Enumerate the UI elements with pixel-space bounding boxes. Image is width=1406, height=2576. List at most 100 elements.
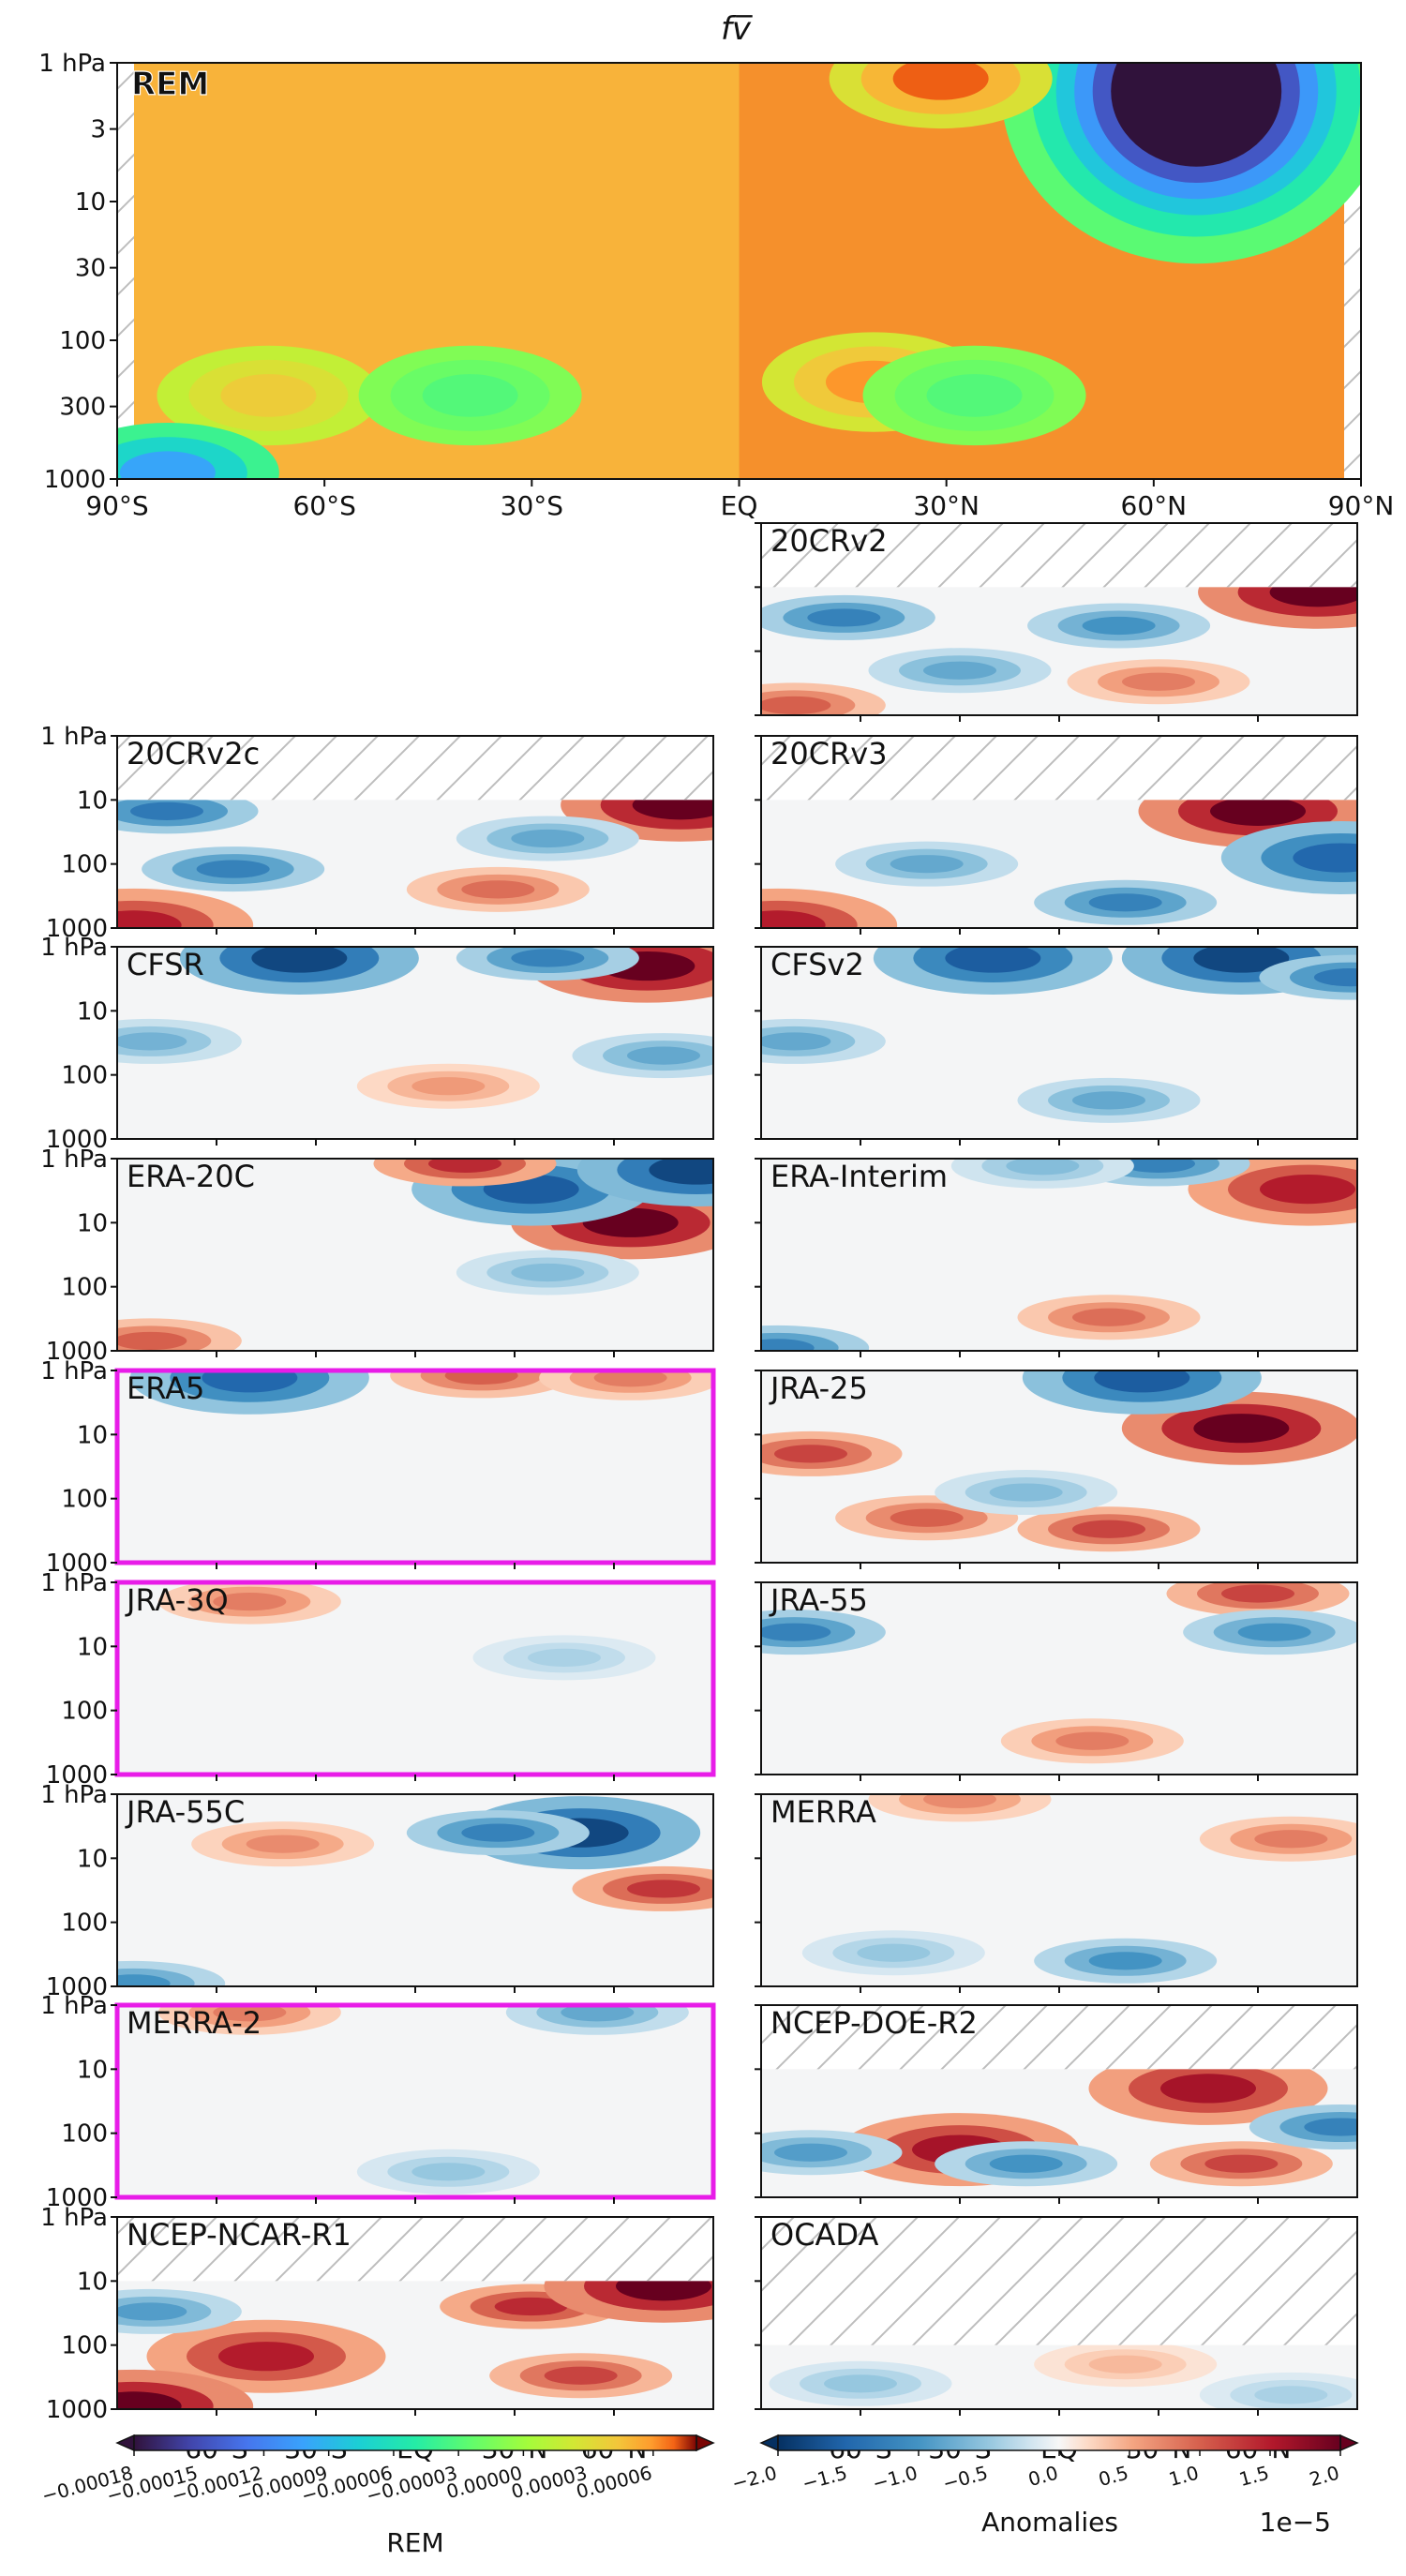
anomaly-contour (945, 947, 1041, 973)
anomalies-colorbar: −2.0 −1.5 −1.0 −0.5 0.0 0.5 1.0 1.5 2.0 Anomalies… (729, 2434, 1359, 2538)
anomaly-contour (461, 1823, 535, 1842)
y-tick-label: 1000 (46, 2396, 108, 2424)
anomaly-field (117, 1159, 713, 1351)
anomaly-contour (627, 1046, 700, 1065)
y-tick-label: 10 (77, 1421, 108, 1449)
colorbar-tick: 1.0 (1166, 2462, 1201, 2491)
rem-x-tick: 90°N (1328, 490, 1395, 521)
panel-20crv2: 20CRv2 (755, 522, 1358, 722)
anomaly-contour (428, 1159, 501, 1174)
panel-label: JRA-25 (769, 1370, 868, 1406)
colorbar-tick: −1.0 (870, 2462, 920, 2495)
panel-era-20c: ERA-20C 1 hPa 10 100 1000 (40, 1146, 714, 1366)
rem-x-tick: 30°N (913, 490, 980, 521)
anomaly-contour (1210, 796, 1306, 826)
panel-label: CFSR (127, 947, 204, 982)
anomaly-field (761, 1159, 1357, 1351)
anomaly-field (157, 1582, 656, 1681)
y-tick-label: 1000 (46, 1550, 108, 1578)
anomaly-contour (1055, 1731, 1129, 1750)
anomaly-contour (761, 910, 826, 928)
anomaly-contour (213, 1592, 287, 1611)
colorbar-gradient (133, 2434, 697, 2451)
y-tick-label: 10 (77, 1845, 108, 1873)
anomaly-contour (1082, 616, 1156, 636)
panel-ncep-doe-r2: NCEP-DOE-R2 (755, 2004, 1358, 2204)
anomaly-contour (202, 1370, 298, 1393)
anomaly-contour (461, 880, 535, 899)
anomaly-field (157, 2005, 689, 2194)
panel-ocada: OCADA (755, 2216, 1358, 2416)
anomaly-contour (627, 1880, 700, 1898)
anomaly-contour (593, 1370, 667, 1387)
anomaly-contour (989, 2154, 1063, 2173)
figure-title: fv̅ (721, 10, 753, 48)
missing-data-hatch (117, 736, 713, 801)
panel-label: 20CRv3 (770, 736, 888, 771)
anomaly-field (761, 774, 1357, 928)
anomaly-contour (1204, 2154, 1279, 2173)
colorbar-extend-max (1339, 2434, 1359, 2452)
anomaly-contour (1094, 1370, 1190, 1393)
colorbar-tick: −0.5 (940, 2462, 990, 2495)
y-tick-label: 1 hPa (40, 2204, 108, 2232)
anomaly-contour (411, 2163, 486, 2181)
y-tick-label: 1000 (46, 1126, 108, 1154)
anomaly-contour (1122, 1159, 1195, 1174)
colorbar-extend-min (115, 2434, 135, 2452)
colorbar-gradient (777, 2434, 1341, 2451)
panel-label: NCEP-DOE-R2 (770, 2005, 978, 2041)
anomaly-contour (824, 2374, 897, 2393)
anomaly-contour (1260, 1175, 1355, 1205)
missing-data-hatch (761, 736, 1357, 801)
anomaly-contour (130, 801, 203, 820)
anomalies-colorbar-label: Anomalies (981, 2507, 1118, 2538)
rem-y-tick: 10 (75, 188, 106, 217)
anomaly-contour (117, 1032, 187, 1051)
y-tick-label: 10 (77, 2268, 108, 2296)
anomaly-contour (218, 2342, 314, 2372)
colorbar-tick: 2.0 (1307, 2462, 1341, 2491)
anomaly-contour (1313, 968, 1357, 987)
panel-ncep-ncar-r1: NCEP-NCAR-R1 1 hPa 10 100 1000 (40, 2204, 714, 2424)
y-tick-label: 1 hPa (40, 934, 108, 962)
panel-jra-55: JRA-55 (755, 1581, 1358, 1781)
anomaly-contour (1072, 1308, 1145, 1326)
anomaly-field (117, 1796, 713, 1986)
anomaly-contour (1006, 1159, 1080, 1176)
anomaly-contour (1193, 1414, 1290, 1444)
anomaly-contour (511, 949, 585, 967)
panel-era-interim: ERA-Interim (755, 1158, 1358, 1357)
rem-y-tick: 100 (59, 327, 106, 355)
y-tick-label: 1 hPa (40, 1781, 108, 1809)
rem-x-tick: 90°S (85, 490, 148, 521)
rem-contour (422, 374, 518, 417)
panel-label: CFSv2 (770, 947, 864, 982)
y-tick-label: 100 (61, 851, 108, 879)
colorbar-tick: 0.0 (1025, 2462, 1060, 2491)
y-tick-label: 1 hPa (40, 1146, 108, 1174)
colorbar-extend-max (696, 2434, 715, 2452)
anomaly-contour (1193, 947, 1290, 973)
anomaly-contour (494, 2297, 568, 2316)
y-tick-label: 1 hPa (40, 1569, 108, 1597)
colorbar-tick: 1.5 (1236, 2462, 1271, 2491)
anomaly-contour (923, 1794, 996, 1809)
anomaly-contour (774, 1445, 847, 1463)
colorbar-tick: 0.00006 (574, 2462, 654, 2504)
anomaly-contour (1254, 2386, 1328, 2404)
panel-merra: MERRA (755, 1793, 1358, 1993)
anomaly-contour (251, 947, 348, 973)
y-tick-label: 100 (61, 1698, 108, 1726)
anomaly-contour (117, 2391, 182, 2409)
colorbar-tick: 0.5 (1096, 2462, 1130, 2491)
panel-label: MERRA-2 (127, 2005, 262, 2041)
panel-jra-55c: JRA-55C 1 hPa 10 100 1000 (40, 1781, 714, 2001)
anomaly-contour (890, 1508, 964, 1527)
anomaly-contour (989, 1483, 1063, 1502)
anomaly-contour (196, 860, 270, 878)
anomaly-contour (1293, 843, 1357, 873)
anomaly-contour (411, 1077, 486, 1096)
